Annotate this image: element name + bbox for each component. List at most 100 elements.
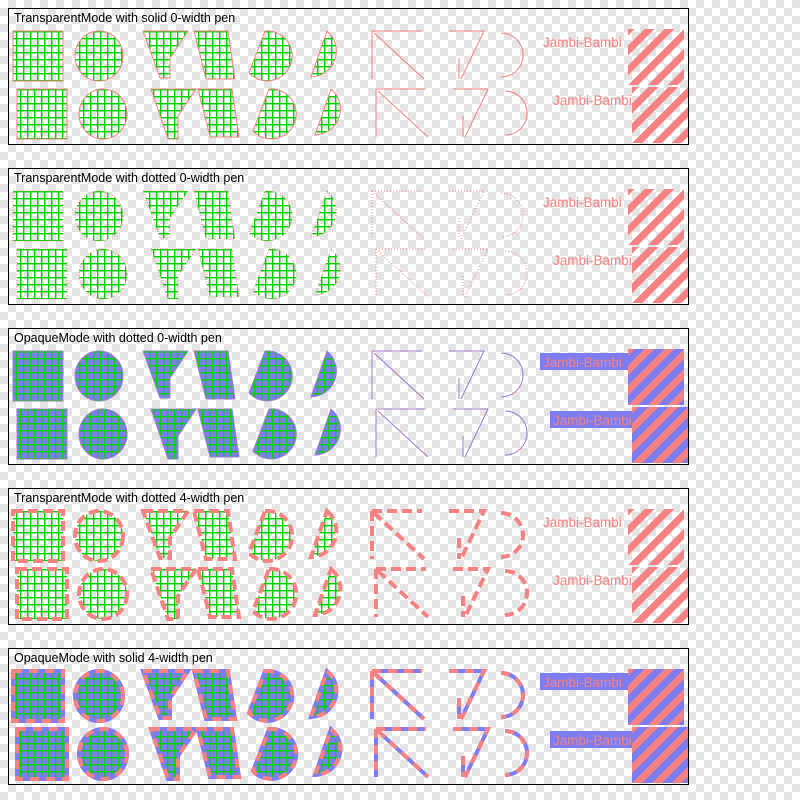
chord-shape	[253, 408, 297, 459]
funnel-polygon-shape-outline	[142, 350, 189, 399]
trapezoid-shape-outline	[195, 567, 242, 619]
line-diagonal	[373, 32, 425, 80]
label-text: Jambi-Bambi	[543, 515, 622, 530]
line-diagonal	[372, 671, 426, 721]
line-diagonal	[376, 569, 430, 619]
rectangle-shape	[13, 671, 63, 721]
label-text: Jambi-Bambi	[553, 253, 632, 268]
rectangle-shape	[17, 729, 67, 779]
chord-shape-outline	[252, 248, 297, 300]
shapes-canvas: Jambi-Bambi Jambi-Bambi	[12, 189, 688, 303]
shape-row: Jambi-Bambi	[11, 667, 684, 725]
chord-shape-outline	[252, 88, 297, 140]
shapes-canvas: Jambi-Bambi Jambi-Bambi	[12, 349, 688, 463]
line-diagonal	[377, 250, 429, 298]
chord-shape-outline	[248, 190, 293, 242]
stripe-swatch	[628, 509, 684, 565]
shape-row: Jambi-Bambi	[16, 247, 688, 303]
rectangle-shape-outline	[11, 669, 65, 723]
rectangle-shape	[13, 351, 63, 401]
triangle-polyline	[449, 669, 488, 720]
rectangle-shape	[13, 191, 63, 241]
rectangle-shape-outline	[12, 30, 64, 82]
ellipse-shape-outline	[78, 408, 128, 460]
trapezoid-shape	[194, 191, 235, 239]
shape-row: Jambi-Bambi	[12, 29, 684, 85]
rectangle-shape	[17, 249, 67, 299]
label-text: Jambi-Bambi	[543, 35, 622, 50]
arc-shape	[504, 410, 528, 456]
triangle-polyline	[449, 190, 485, 240]
triangle-polyline	[449, 350, 485, 400]
moon-shape	[311, 191, 337, 237]
moon-shape-outline	[310, 190, 337, 238]
ellipse-shape-outline	[78, 88, 128, 140]
funnel-polygon-shape-outline	[148, 727, 200, 781]
label-text: Jambi-Bambi	[553, 93, 632, 108]
rectangle-shape	[17, 89, 67, 139]
ellipse-shape	[75, 671, 123, 721]
moon-shape-outline	[312, 725, 343, 778]
rectangle-shape-outline	[12, 350, 64, 402]
moon-shape-outline	[314, 88, 341, 136]
moon-shape-outline	[308, 507, 339, 560]
arc-shape	[504, 569, 529, 617]
funnel-polygon-shape	[151, 249, 196, 299]
funnel-polygon-shape	[151, 569, 196, 619]
panel-title: TransparentMode with dotted 4-width pen	[14, 491, 245, 505]
moon-shape	[315, 249, 341, 295]
shapes-canvas: Jambi-Bambi Jambi-Bambi	[11, 507, 688, 623]
ellipse-shape-outline	[73, 509, 125, 563]
ellipse-shape	[75, 191, 123, 241]
chord-shape-outline	[248, 350, 293, 402]
trapezoid-shape	[198, 249, 239, 297]
triangle-polyline	[449, 30, 485, 80]
funnel-polygon-shape	[143, 191, 188, 238]
rectangle-shape	[13, 511, 63, 561]
stripe-swatch	[632, 407, 688, 463]
arc-shape	[504, 729, 529, 777]
moon-shape	[311, 351, 337, 397]
ellipse-shape-outline	[74, 30, 124, 82]
label-background	[550, 731, 638, 748]
stripe-swatch	[628, 349, 684, 405]
funnel-polygon-shape-outline	[150, 88, 197, 140]
rectangle-shape-outline	[11, 509, 65, 563]
triangle-polyline	[449, 350, 485, 400]
arc-shape	[500, 511, 525, 559]
chord-shape-outline	[246, 668, 295, 723]
shape-row: Jambi-Bambi	[11, 507, 684, 565]
stripe-swatch	[628, 189, 684, 245]
chord-shape	[249, 510, 293, 561]
arc-shape	[504, 729, 529, 777]
triangle-polyline	[449, 669, 488, 720]
trapezoid-shape	[194, 31, 235, 79]
chord-shape-outline	[250, 566, 299, 621]
label-text: Jambi-Bambi	[543, 355, 622, 370]
ellipse-shape-outline	[77, 727, 129, 781]
ellipse-shape	[79, 729, 127, 779]
arc-shape	[504, 250, 528, 296]
ellipse-shape-outline	[74, 190, 124, 242]
ellipse-shape-outline	[73, 669, 125, 723]
moon-shape-outline	[314, 408, 341, 456]
triangle-polyline	[453, 88, 489, 138]
trapezoid-shape	[198, 409, 239, 457]
trapezoid-shape-outline	[197, 408, 240, 458]
moon-shape-outline	[310, 350, 337, 398]
arc-shape	[500, 671, 525, 719]
chord-shape	[253, 728, 297, 779]
funnel-polygon-shape	[143, 511, 188, 558]
label-text: Jambi-Bambi	[553, 413, 632, 428]
panel-opaque-solid-4width: Jambi-Bambi Jambi-Bambi OpaqueMode with s…	[8, 648, 689, 785]
funnel-polygon-shape-outline	[140, 509, 192, 560]
triangle-polyline	[453, 727, 492, 778]
ellipse-shape	[79, 569, 127, 619]
rectangle-shape-outline	[15, 567, 69, 621]
label-background	[550, 411, 638, 428]
funnel-polygon-shape-outline	[150, 408, 197, 460]
arc-shape	[500, 352, 524, 398]
trapezoid-shape-outline	[193, 350, 236, 400]
moon-shape	[311, 31, 337, 77]
